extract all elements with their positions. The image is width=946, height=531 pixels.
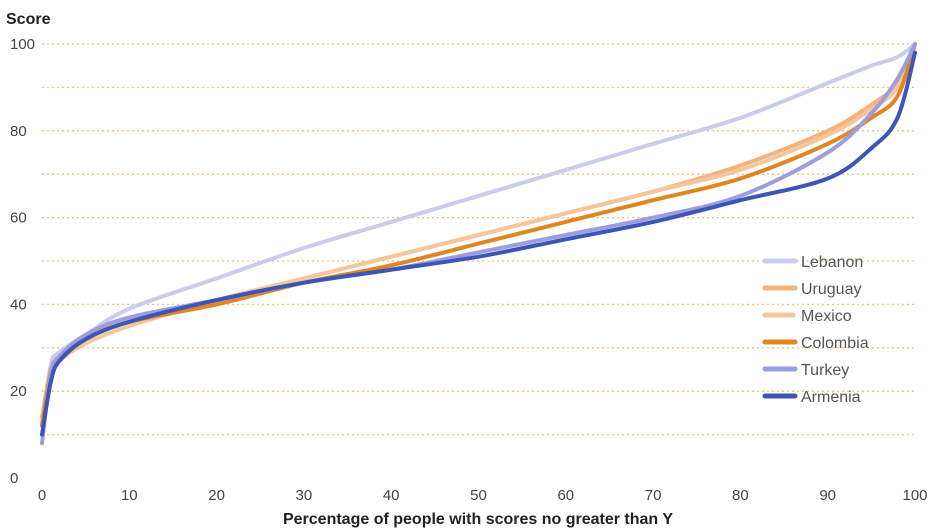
y-axis-title: Score xyxy=(6,11,51,28)
legend-label-lebanon: Lebanon xyxy=(801,254,863,271)
legend-label-uruguay: Uruguay xyxy=(801,281,861,298)
x-tick-label: 0 xyxy=(38,487,46,504)
x-axis-title: Percentage of people with scores no grea… xyxy=(283,511,673,528)
legend-label-colombia: Colombia xyxy=(801,335,869,352)
legend-label-turkey: Turkey xyxy=(801,362,849,379)
legend-label-armenia: Armenia xyxy=(801,389,861,406)
x-tick-label: 100 xyxy=(902,487,927,504)
x-tick-label: 70 xyxy=(645,487,662,504)
series-lines xyxy=(40,42,917,446)
legend-label-mexico: Mexico xyxy=(801,308,852,325)
y-tick-label: 40 xyxy=(10,296,27,313)
x-tick-label: 60 xyxy=(557,487,574,504)
series-line-mexico xyxy=(40,42,917,424)
x-tick-label: 10 xyxy=(121,487,138,504)
y-tick-label: 100 xyxy=(10,36,35,53)
y-tick-label: 80 xyxy=(10,123,27,140)
y-tick-label: 20 xyxy=(10,383,27,400)
series-line-armenia xyxy=(40,50,917,437)
y-tick-label: 0 xyxy=(10,470,18,487)
x-tick-label: 80 xyxy=(732,487,749,504)
x-tick-label: 20 xyxy=(208,487,225,504)
series-line-turkey xyxy=(40,42,917,446)
x-tick-label: 40 xyxy=(383,487,400,504)
y-tick-label: 60 xyxy=(10,210,27,227)
legend: Lebanon Uruguay Mexico Colombia Turkey Armeni… xyxy=(762,254,869,406)
x-tick-label: 30 xyxy=(296,487,313,504)
x-tick-label: 90 xyxy=(819,487,836,504)
tick-labels: 0 20 40 60 80 100 0 10 20 30 40 50 60 70 80 90 100 xyxy=(10,36,928,504)
x-tick-label: 50 xyxy=(470,487,487,504)
